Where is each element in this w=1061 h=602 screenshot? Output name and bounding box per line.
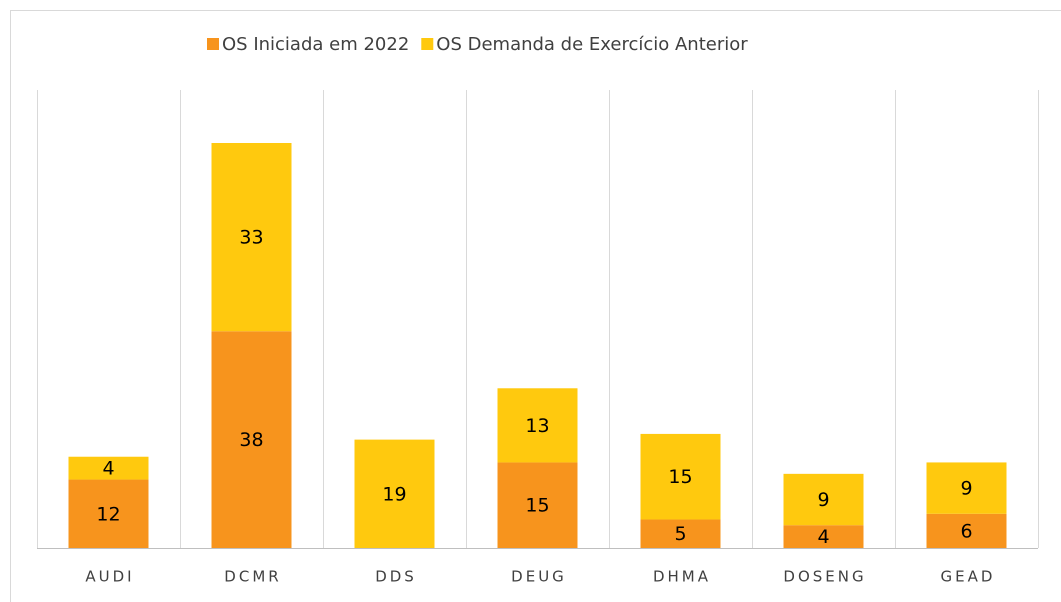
data-label: 4: [102, 458, 114, 480]
data-label: 15: [668, 466, 692, 488]
legend-swatch: [207, 38, 219, 50]
legend-label: OS Demanda de Exercício Anterior: [436, 34, 748, 55]
x-tick-label: DOSENG: [783, 568, 866, 586]
chart-border: [10, 10, 1061, 602]
bar-segment: [68, 479, 149, 548]
x-tick-label: DDS: [375, 568, 417, 586]
bar-segment: [211, 331, 292, 548]
bar-segment: [926, 513, 1007, 548]
bar-segment: [783, 473, 864, 526]
data-label: 12: [96, 503, 120, 525]
bar-segment: [926, 462, 1007, 514]
bar-segment: [640, 433, 721, 520]
legend-swatch: [421, 38, 434, 50]
data-label: 38: [239, 429, 263, 451]
data-label: 13: [525, 415, 549, 437]
legend-label: OS Iniciada em 2022: [222, 34, 409, 55]
bar-segment: [783, 525, 864, 548]
data-label: 4: [817, 526, 829, 548]
data-label: 33: [239, 227, 263, 249]
x-tick-label: DHMA: [653, 568, 711, 586]
x-tick-label: AUDI: [85, 568, 134, 586]
bar-segment: [211, 143, 292, 332]
bar-segment: [497, 388, 578, 463]
data-label: 5: [674, 523, 686, 545]
bar-segment: [640, 519, 721, 548]
x-tick-label: DEUG: [511, 568, 567, 586]
data-label: 6: [960, 520, 972, 542]
data-label: 19: [382, 483, 406, 505]
x-tick-label: DCMR: [224, 568, 281, 586]
x-tick-label: GEAD: [941, 568, 996, 586]
bar-segment: [497, 462, 578, 548]
bar-segment: [68, 456, 149, 480]
data-label: 9: [817, 489, 829, 511]
data-label: 15: [525, 495, 549, 517]
data-label: 9: [960, 478, 972, 500]
bar-segment: [354, 439, 435, 548]
